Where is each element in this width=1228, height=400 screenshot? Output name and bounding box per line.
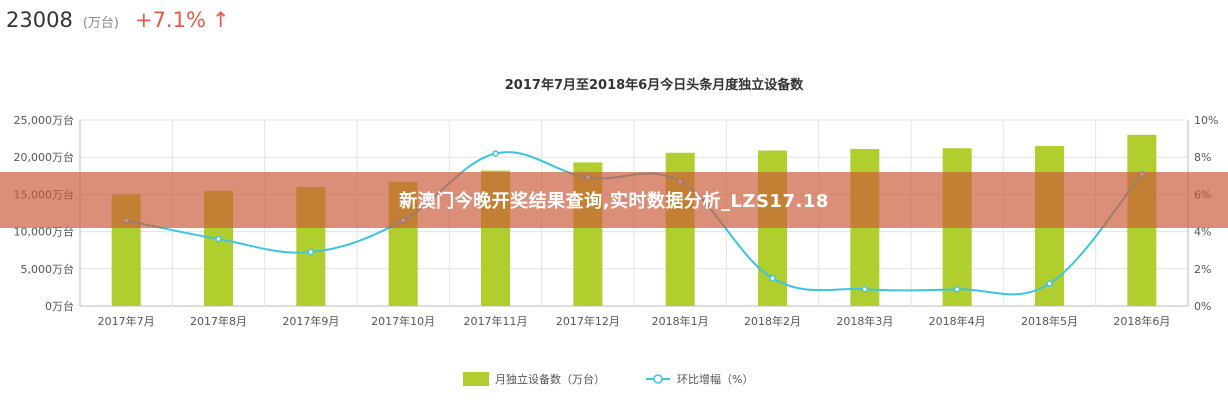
y2-tick-label: 2% — [1194, 263, 1211, 276]
y2-tick-label: 10% — [1194, 114, 1218, 127]
line-point — [1046, 280, 1053, 287]
y2-tick-label: 0% — [1194, 300, 1211, 313]
x-tick-label: 2018年2月 — [744, 314, 801, 328]
up-arrow-icon: ↑ — [211, 8, 230, 32]
line-point — [215, 235, 222, 243]
y2-tick-label: 4% — [1194, 226, 1211, 239]
line-point — [492, 150, 499, 157]
x-tick-label: 2017年7月 — [98, 314, 155, 328]
overlay-banner: 新澳门今晚开奖结果查询,实时数据分析_LZS17.18 — [0, 172, 1228, 228]
stat-unit: (万台) — [82, 16, 119, 31]
y-tick-label: 25,000万台 — [14, 113, 75, 127]
chart-title: 2017年7月至2018年6月今日头条月度独立设备数 — [505, 77, 804, 93]
stat-value: 23008 — [6, 8, 73, 32]
legend-label-bar: 月独立设备数（万台） — [495, 372, 605, 386]
line-point — [769, 274, 776, 282]
y-tick-label: 5,000万台 — [21, 262, 75, 276]
y-tick-label: 20,000万台 — [14, 150, 75, 164]
x-tick-label: 2017年11月 — [464, 314, 528, 328]
x-tick-label: 2017年9月 — [282, 314, 339, 328]
line-point — [861, 286, 869, 293]
stat-change: +7.1% — [134, 8, 206, 32]
x-tick-label: 2018年3月 — [836, 314, 893, 328]
x-tick-label: 2018年1月 — [652, 314, 709, 328]
y-tick-label: 10,000万台 — [14, 225, 75, 239]
line-point — [953, 286, 961, 293]
x-tick-label: 2017年12月 — [556, 314, 620, 328]
y2-tick-label: 8% — [1194, 151, 1211, 164]
legend-swatch-bar — [463, 372, 489, 386]
line-point — [307, 248, 315, 256]
legend-swatch-point — [653, 374, 663, 384]
x-tick-label: 2017年8月 — [190, 314, 247, 328]
legend-label-line: 环比增幅（%） — [677, 372, 753, 386]
banner-text: 新澳门今晚开奖结果查询,实时数据分析_LZS17.18 — [399, 191, 829, 212]
x-tick-label: 2017年10月 — [371, 314, 435, 328]
headline-stat: 23008 (万台) +7.1% ↑ — [6, 8, 230, 32]
y-tick-label: 0万台 — [45, 299, 74, 313]
x-tick-label: 2018年4月 — [929, 314, 986, 328]
x-tick-label: 2018年6月 — [1113, 314, 1170, 328]
x-tick-label: 2018年5月 — [1021, 314, 1078, 328]
